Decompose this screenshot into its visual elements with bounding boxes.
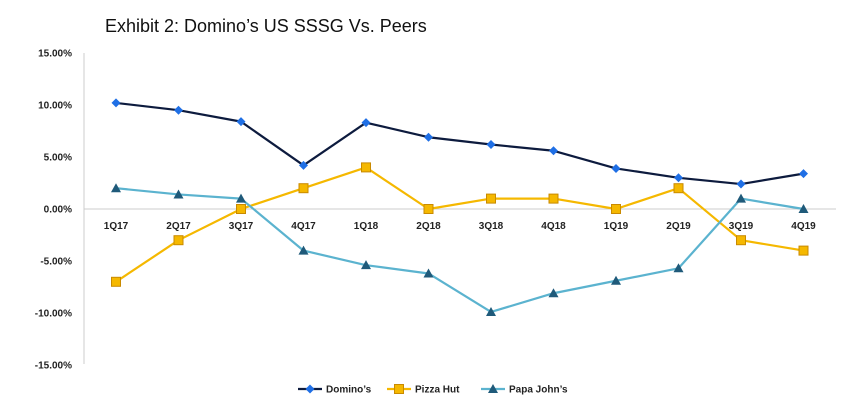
data-point xyxy=(361,162,371,173)
legend-marker xyxy=(394,384,404,394)
data-point xyxy=(423,268,434,278)
data-point xyxy=(486,306,496,316)
x-tick-label: 4Q19 xyxy=(791,221,816,232)
y-tick-label: 0.00% xyxy=(44,205,72,216)
x-tick-label: 1Q19 xyxy=(604,221,629,232)
data-point xyxy=(611,204,621,214)
series-line xyxy=(115,166,804,283)
data-point xyxy=(736,179,746,189)
data-point xyxy=(736,193,746,203)
legend-marker xyxy=(488,384,498,393)
x-tick-label: 2Q17 xyxy=(166,221,191,232)
data-point xyxy=(486,140,496,150)
legend-label: Pizza Hut xyxy=(415,385,460,396)
data-point xyxy=(424,132,433,142)
data-point xyxy=(549,146,558,156)
y-tick-label: -10.00% xyxy=(35,309,72,320)
x-tick-label: 3Q19 xyxy=(729,221,754,232)
series-pizza-hut xyxy=(111,162,809,287)
data-point xyxy=(673,263,684,273)
series-line xyxy=(115,101,804,186)
data-point xyxy=(361,260,371,270)
x-tick-label: 3Q18 xyxy=(479,221,504,232)
y-axis-ticks: 15.00% 10.00% 5.00% 0.00% -5.00% -10.00% -15.0… xyxy=(35,49,72,372)
data-point xyxy=(611,163,621,173)
data-point xyxy=(799,169,808,179)
series-domino-s xyxy=(111,98,808,189)
y-tick-label: 5.00% xyxy=(44,153,72,164)
data-point xyxy=(298,245,309,255)
x-tick-label: 3Q17 xyxy=(229,221,254,232)
x-tick-label: 1Q18 xyxy=(354,221,379,232)
chart-title: Exhibit 2: Domino’s US SSSG Vs. Peers xyxy=(105,16,427,36)
data-point xyxy=(486,193,496,204)
data-point xyxy=(423,204,434,214)
data-point xyxy=(548,288,559,298)
legend-item-pizza-hut: Pizza Hut xyxy=(387,384,460,396)
legend-item-papa-john-s: Papa John’s xyxy=(481,384,568,396)
data-point xyxy=(173,235,184,246)
data-point xyxy=(298,183,309,194)
x-tick-label: 1Q17 xyxy=(104,221,129,232)
chart-axes xyxy=(83,53,836,364)
y-tick-label: 15.00% xyxy=(38,49,72,60)
x-tick-label: 4Q17 xyxy=(291,221,316,232)
legend-marker xyxy=(305,384,315,394)
x-tick-label: 2Q18 xyxy=(416,221,441,232)
data-point xyxy=(111,276,121,287)
data-point xyxy=(674,173,683,183)
data-point xyxy=(611,275,621,285)
data-point xyxy=(173,189,184,199)
data-point xyxy=(798,204,809,213)
y-tick-label: -15.00% xyxy=(35,361,72,372)
series-line xyxy=(115,187,804,314)
legend-item-domino-s: Domino’s xyxy=(298,384,372,396)
data-point xyxy=(236,193,246,203)
chart-legend: Domino’s Pizza Hut Papa John’s xyxy=(298,384,568,396)
data-point xyxy=(673,183,684,194)
data-point xyxy=(798,245,809,256)
y-tick-label: 10.00% xyxy=(38,101,72,112)
data-point xyxy=(236,117,246,127)
data-point xyxy=(299,160,308,170)
legend-label: Papa John’s xyxy=(509,385,568,396)
data-point xyxy=(548,193,559,204)
data-point xyxy=(111,98,121,108)
x-tick-label: 2Q19 xyxy=(666,221,691,232)
x-axis-ticks: 1Q17 2Q17 3Q17 4Q17 1Q18 2Q18 3Q18 4Q18 1Q19 2Q19… xyxy=(104,221,816,232)
legend-label: Domino’s xyxy=(326,385,372,396)
y-tick-label: -5.00% xyxy=(40,257,72,268)
data-point xyxy=(736,235,746,246)
series-papa-john-s xyxy=(111,183,809,316)
data-point xyxy=(361,118,371,128)
data-point xyxy=(236,204,246,214)
data-point xyxy=(174,105,183,115)
x-tick-label: 4Q18 xyxy=(541,221,566,232)
chart-series xyxy=(111,98,809,316)
data-point xyxy=(111,183,121,193)
